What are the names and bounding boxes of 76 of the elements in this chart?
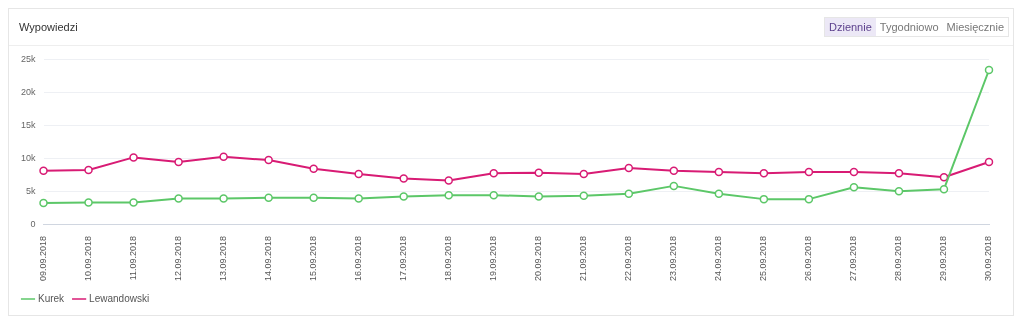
point: [489, 190, 498, 200]
x-tick-label: 24.09.2018: [713, 235, 724, 281]
x-tick-label: 27.09.2018: [848, 235, 859, 281]
y-tick-label: 5k: [26, 186, 36, 197]
x-tick-label: 22.09.2018: [623, 235, 634, 281]
point: [489, 169, 498, 178]
point: [39, 198, 48, 208]
point: [669, 166, 679, 175]
point: [309, 193, 318, 203]
point: [129, 198, 138, 207]
x-tick-label: 23.09.2018: [668, 235, 679, 281]
x-tick-label: 19.09.2018: [488, 235, 499, 281]
x-tick-label: 25.09.2018: [758, 235, 769, 281]
y-tick-label: 10k: [21, 153, 37, 164]
point: [984, 157, 994, 167]
x-tick-label: 10.09.2018: [83, 235, 94, 281]
point: [624, 189, 634, 199]
y-tick-label: 25k: [21, 53, 37, 64]
point: [534, 168, 544, 177]
point: [84, 198, 93, 207]
point: [624, 163, 634, 173]
point: [804, 194, 814, 204]
point: [894, 186, 904, 196]
x-tick-label: 09.09.2018: [38, 235, 48, 281]
point: [174, 194, 183, 203]
point: [174, 157, 183, 167]
x-tick-label: 11.09.2018: [128, 235, 139, 281]
point: [264, 193, 273, 203]
x-tick-label: 30.09.2018: [983, 235, 994, 281]
x-tick-label: 13.09.2018: [218, 235, 229, 281]
point: [849, 167, 859, 177]
point: [444, 190, 453, 200]
point: [84, 165, 93, 175]
point: [579, 169, 589, 179]
point: [399, 174, 408, 183]
point: [804, 167, 814, 177]
y-tick-label: 15k: [21, 120, 37, 131]
x-tick-label: 12.09.2018: [173, 235, 184, 281]
point: [129, 153, 138, 162]
point: [219, 152, 228, 161]
point: [939, 173, 949, 182]
x-tick-label: 14.09.2018: [263, 235, 274, 281]
legend-label: Kurek: [38, 292, 66, 304]
legend-label: Lewandowski: [89, 292, 150, 304]
point: [309, 164, 318, 173]
point: [444, 176, 453, 185]
point: [894, 169, 904, 178]
x-tick-label: 15.09.2018: [308, 235, 319, 281]
chart-title: Wypowiedzi: [19, 21, 78, 33]
point: [264, 155, 273, 165]
point: [354, 194, 363, 203]
point: [939, 184, 949, 194]
point: [759, 169, 769, 178]
x-tick-label: 17.09.2018: [398, 235, 409, 281]
point: [759, 194, 769, 204]
point: [39, 166, 48, 175]
x-tick-label: 21.09.2018: [578, 235, 589, 281]
toggle-button: Dziennie: [825, 18, 876, 36]
point: [579, 191, 589, 201]
y-tick-label: 0: [30, 219, 36, 230]
x-tick-label: 26.09.2018: [803, 235, 814, 281]
x-tick-label: 29.09.2018: [938, 235, 949, 281]
y-tick-label: 20k: [21, 87, 37, 97]
x-tick-label: 16.09.2018: [353, 235, 364, 281]
x-tick-label: 28.09.2018: [893, 235, 904, 281]
point: [714, 167, 724, 177]
point: [984, 65, 994, 75]
point: [714, 189, 724, 199]
point: [849, 182, 859, 192]
point: [669, 181, 679, 191]
point: [354, 169, 363, 179]
x-tick-label: 20.09.2018: [533, 235, 544, 281]
point: [219, 194, 228, 203]
point: [534, 192, 544, 201]
point: [399, 192, 408, 201]
x-tick-label: 18.09.2018: [443, 235, 454, 281]
